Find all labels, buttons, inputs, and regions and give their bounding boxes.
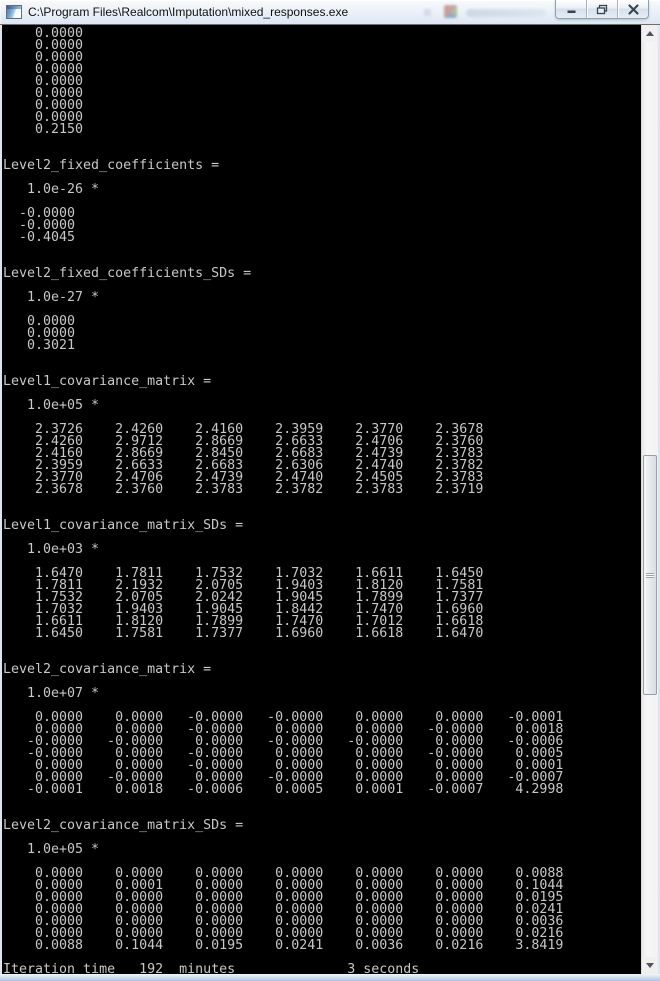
- console-app-icon[interactable]: [6, 5, 22, 19]
- vertical-scrollbar[interactable]: [641, 25, 658, 974]
- restore-icon: [596, 4, 607, 14]
- minimize-icon: [567, 10, 575, 13]
- background-window-ghost: [418, 3, 553, 21]
- arrow-up-icon: [646, 31, 654, 36]
- scroll-up-button[interactable]: [642, 25, 658, 42]
- ghost-app-icon: [444, 5, 457, 18]
- ghost-text-blob: [466, 9, 546, 17]
- console-output-area[interactable]: 0.0000 0.0000 0.0000 0.0000 0.0000 0.000…: [2, 25, 658, 974]
- scrollbar-thumb[interactable]: [643, 455, 657, 695]
- arrow-down-icon: [646, 963, 654, 968]
- thumb-grip-icon: [646, 572, 654, 578]
- minimize-button[interactable]: [556, 0, 586, 18]
- restore-button[interactable]: [586, 0, 617, 18]
- console-text: 0.0000 0.0000 0.0000 0.0000 0.0000 0.000…: [3, 26, 564, 974]
- scroll-down-button[interactable]: [642, 957, 658, 974]
- window-frame-left: [0, 25, 2, 981]
- close-icon: [627, 3, 639, 15]
- window-controls: [555, 0, 649, 19]
- ghost-dot: [424, 9, 431, 16]
- close-button[interactable]: [617, 0, 648, 18]
- window-title: C:\Program Files\Realcom\Imputation\mixe…: [28, 5, 349, 19]
- window-frame-bottom: [0, 974, 660, 981]
- window-frame-right: [658, 25, 660, 981]
- titlebar[interactable]: C:\Program Files\Realcom\Imputation\mixe…: [0, 0, 660, 25]
